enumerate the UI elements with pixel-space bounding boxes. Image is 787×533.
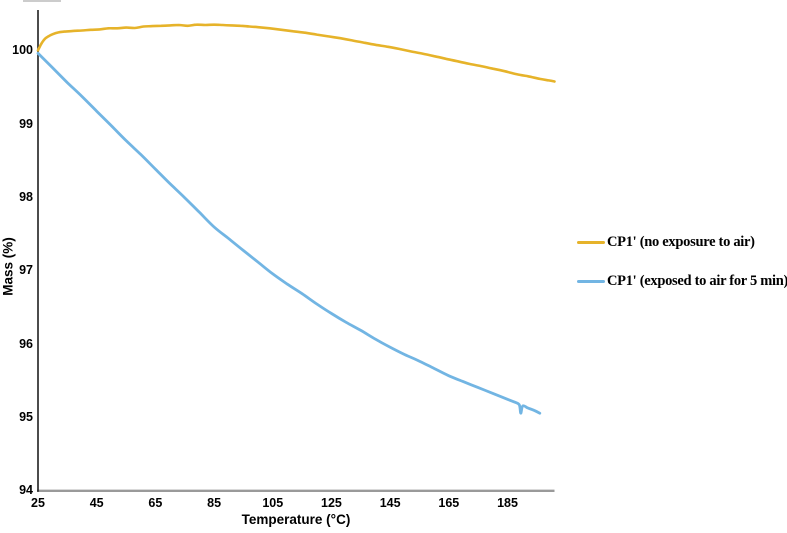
x-tick-label-25: 25 [31, 496, 45, 510]
y-tick-label-99: 99 [19, 116, 33, 131]
series-line-0 [36, 23, 556, 83]
x-tick-label-165: 165 [438, 496, 460, 510]
top-border-artifact [23, 0, 61, 2]
y-tick-label-94: 94 [19, 483, 33, 498]
y-tick-label-97: 97 [19, 263, 33, 278]
legend-item-exposed: CP1' (exposed to air for 5 min) [577, 271, 787, 291]
y-tick-label-98: 98 [19, 189, 33, 204]
y-tick-label-100: 100 [12, 43, 33, 58]
legend-label-no-exposure: CP1' (no exposure to air) [607, 233, 755, 250]
x-tick-label-105: 105 [262, 496, 284, 510]
series-swatch-exposed [577, 279, 605, 283]
x-tick-label-145: 145 [379, 496, 401, 510]
x-tick-label-185: 185 [497, 496, 518, 510]
x-tick-label-65: 65 [148, 496, 163, 510]
legend-item-no-exposure: CP1' (no exposure to air) [577, 232, 787, 252]
x-axis-title: Temperature (°C) [241, 512, 351, 527]
y-tick-label-96: 96 [19, 336, 33, 351]
series-swatch-no-exposure [577, 240, 605, 244]
x-tick-label-85: 85 [207, 496, 222, 510]
legend-label-exposed: CP1' (exposed to air for 5 min) [607, 272, 787, 289]
legend: CP1' (no exposure to air) CP1' (exposed … [577, 232, 787, 291]
series-line-1 [36, 51, 542, 415]
x-tick-label-45: 45 [89, 496, 104, 510]
y-tick-label-95: 95 [19, 409, 33, 424]
x-tick-label-125: 125 [321, 496, 342, 510]
